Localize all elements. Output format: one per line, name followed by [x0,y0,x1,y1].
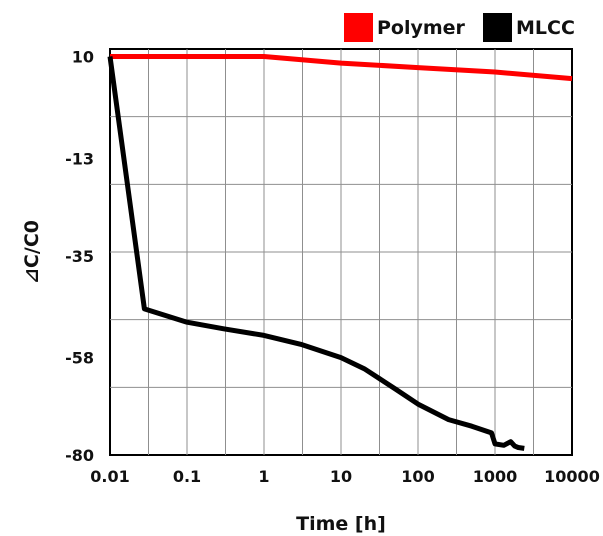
x-tick-label: 10 [330,467,352,486]
x-tick-label: 1000 [473,467,518,486]
series-layer [107,54,573,451]
x-tick-label: 0.1 [173,467,201,486]
legend-swatch-polymer [344,13,373,42]
legend-label-polymer: Polymer [377,17,466,39]
series-line-polymer [110,54,573,82]
legend-swatch-mlcc [483,13,512,42]
x-tick-labels: 0.01 0.1 1 10 100 1000 10000 [90,467,600,486]
x-tick-label: 0.01 [90,467,129,486]
grid-lines [110,49,572,455]
plot-area [107,48,573,456]
legend-label-mlcc: MLCC [516,17,575,39]
y-tick-label: 10 [72,48,94,67]
x-tick-label: 10000 [544,467,600,486]
y-tick-label: -58 [65,349,94,368]
y-tick-label: -13 [65,149,94,168]
y-axis-label: ⊿C/C0 [21,220,43,284]
x-axis-label: Time [h] [296,513,386,535]
series-line-mlcc [107,56,525,451]
x-tick-label: 100 [401,467,434,486]
y-tick-label: -35 [65,247,94,266]
x-tick-label: 1 [258,467,269,486]
y-tick-label: -80 [65,446,94,465]
legend: Polymer MLCC [344,13,575,42]
y-tick-labels: 10 -13 -35 -58 -80 [65,48,94,466]
